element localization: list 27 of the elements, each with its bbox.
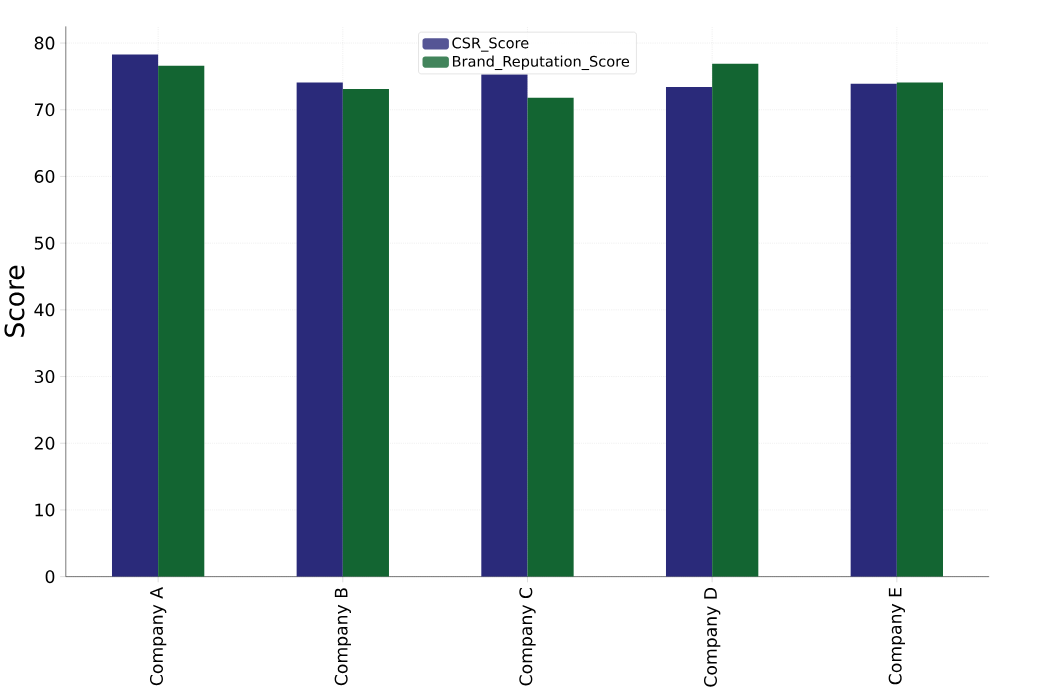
x-tick-label: Company D [703,587,721,687]
y-tick-label: 70 [34,103,55,117]
y-tick-label: 30 [34,370,55,384]
x-tick-label: Company C [519,587,536,686]
bar [111,54,159,577]
y-tick-label: 10 [35,503,55,517]
bar [158,65,205,577]
x-tick-label: Company A [149,587,167,686]
bar [481,74,528,577]
bar [527,97,574,577]
y-tick-label: 40 [34,303,55,317]
y-tick-label: 20 [34,436,55,450]
bar [296,82,343,577]
y-tick-label: 80 [34,36,55,50]
y-tick-label: 50 [34,236,55,250]
bar [896,82,943,577]
bar [342,89,389,577]
y-tick-label: 60 [34,169,55,183]
bar [665,87,713,577]
bar [850,83,897,577]
legend-label: CSR_Score [452,37,529,52]
x-tick-label: Company B [334,588,351,686]
y-axis-title: Score [4,265,25,337]
x-tick-label: Company E [888,588,905,685]
bar [712,63,759,577]
legend-label: Brand_Reputation_Score [452,55,630,71]
y-tick-label: 0 [45,570,55,584]
